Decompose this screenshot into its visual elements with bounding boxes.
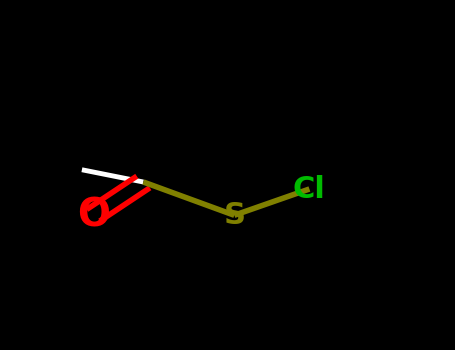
- Text: Cl: Cl: [293, 175, 326, 203]
- Text: S: S: [223, 201, 245, 230]
- Text: O: O: [77, 196, 110, 234]
